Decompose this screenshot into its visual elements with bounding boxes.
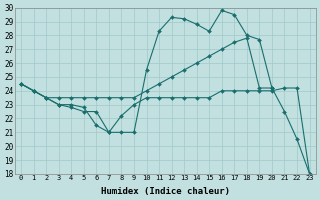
X-axis label: Humidex (Indice chaleur): Humidex (Indice chaleur) (101, 187, 230, 196)
